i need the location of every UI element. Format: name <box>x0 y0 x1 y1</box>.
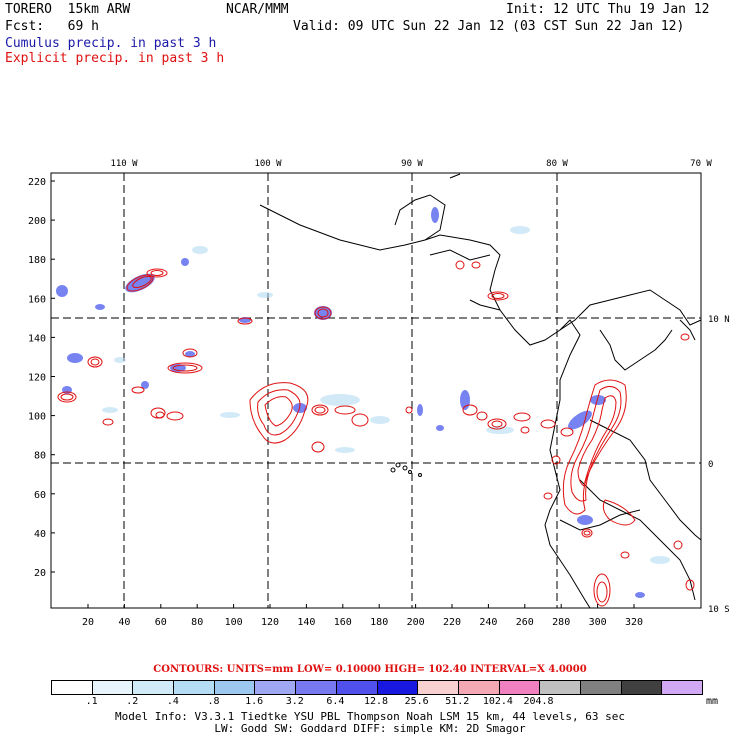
x-axis-ticks: 20 40 60 80 100 120 140 160 180 200 220 240 260 280 30… <box>82 604 643 628</box>
x-tick-label: 200 <box>407 617 425 628</box>
light-precip <box>102 226 670 564</box>
latitude-label: 0 <box>708 460 713 470</box>
latitude-label: 10 S <box>708 605 730 615</box>
x-tick-label: 220 <box>443 617 461 628</box>
x-tick-label: 240 <box>479 617 497 628</box>
longitude-label: 100 W <box>254 159 282 169</box>
map-frame <box>50 172 702 609</box>
y-tick-label: 80 <box>34 451 46 462</box>
legend-value-label: 204.8 <box>523 696 554 707</box>
y-tick-label: 120 <box>28 373 46 384</box>
y-tick-label: 200 <box>28 216 46 227</box>
longitude-labels: 110 W 100 W 90 W 80 W 70 W <box>110 159 712 169</box>
explicit-precip-contours <box>57 260 695 607</box>
y-tick-label: 60 <box>34 490 46 501</box>
legend-color-cell <box>92 681 134 694</box>
legend-color-cell <box>499 681 541 694</box>
x-tick-label: 20 <box>82 617 94 628</box>
explicit-legend-text: Explicit precip. in past 3 h <box>5 51 225 66</box>
legend-unit: mm <box>705 696 719 707</box>
legend-color-cell <box>662 681 702 694</box>
legend-color-cell <box>133 681 175 694</box>
color-legend-bar <box>51 680 703 695</box>
init-time: Init: 12 UTC Thu 19 Jan 12 <box>506 2 710 17</box>
legend-color-cell <box>540 681 581 694</box>
org-label: NCAR/MMM <box>226 2 289 17</box>
valid-time: Valid: 09 UTC Sun 22 Jan 12 (03 CST Sun … <box>293 19 685 34</box>
legend-value-label: .1 <box>85 696 98 707</box>
y-tick-label: 180 <box>28 255 46 266</box>
coastlines <box>259 173 702 609</box>
legend-color-cell <box>296 681 337 694</box>
legend-value-label: .2 <box>126 696 139 707</box>
x-tick-label: 260 <box>516 617 534 628</box>
longitude-label: 110 W <box>110 159 138 169</box>
x-tick-label: 160 <box>334 617 352 628</box>
x-tick-label: 140 <box>297 617 315 628</box>
legend-value-label: 51.2 <box>445 696 470 707</box>
legend-color-cell <box>174 681 215 694</box>
legend-value-label: 3.2 <box>285 696 304 707</box>
legend-color-cell <box>255 681 297 694</box>
legend-color-cell <box>580 681 622 694</box>
graticule <box>51 173 701 608</box>
x-tick-label: 60 <box>155 617 167 628</box>
legend-value-label: .8 <box>207 696 220 707</box>
y-tick-label: 20 <box>34 568 46 579</box>
legend-color-cell <box>621 681 663 694</box>
cumulus-legend-text: Cumulus precip. in past 3 h <box>5 36 217 51</box>
y-tick-label: 100 <box>28 412 46 423</box>
legend-color-cell <box>52 681 93 694</box>
model-title: TORERO 15km ARW <box>5 2 131 17</box>
y-tick-label: 140 <box>28 333 46 344</box>
y-tick-label: 220 <box>28 177 46 188</box>
forecast-hour: Fcst: 69 h <box>5 19 99 34</box>
legend-value-label: 12.8 <box>363 696 389 707</box>
y-axis-ticks: 220 200 180 160 140 120 100 80 60 40 20 <box>28 177 55 579</box>
y-tick-label: 160 <box>28 294 46 305</box>
x-tick-label: 100 <box>225 617 243 628</box>
galapagos-islands <box>390 462 422 477</box>
model-info-line1: Model Info: V3.3.1 Tiedtke YSU PBL Thomp… <box>115 710 625 723</box>
x-tick-label: 80 <box>191 617 203 628</box>
legend-value-label: 6.4 <box>326 696 345 707</box>
legend-value-label: 25.6 <box>404 696 429 707</box>
latitude-labels: 10 N 0 10 S <box>708 315 730 615</box>
x-tick-label: 120 <box>261 617 279 628</box>
latitude-label: 10 N <box>708 315 730 325</box>
y-tick-label: 40 <box>34 529 46 540</box>
contours-info: CONTOURS: UNITS=mm LOW= 0.10000 HIGH= 10… <box>153 664 587 675</box>
x-tick-label: 180 <box>370 617 388 628</box>
legend-color-cell <box>458 681 500 694</box>
legend-value-label: .4 <box>166 696 179 707</box>
x-tick-label: 280 <box>552 617 570 628</box>
longitude-label: 80 W <box>546 159 568 169</box>
legend-color-cell <box>377 681 419 694</box>
model-info-line2: LW: Godd SW: Goddard DIFF: simple KM: 2D… <box>214 722 526 735</box>
legend-color-cell <box>214 681 256 694</box>
x-tick-label: 300 <box>589 617 607 628</box>
legend-color-cell <box>336 681 378 694</box>
legend-color-cell <box>418 681 459 694</box>
legend-value-label: 1.6 <box>245 696 264 707</box>
longitude-label: 70 W <box>690 159 712 169</box>
x-tick-label: 320 <box>625 617 643 628</box>
legend-value-label: 102.4 <box>482 696 513 707</box>
x-tick-label: 40 <box>118 617 130 628</box>
longitude-label: 90 W <box>401 159 423 169</box>
